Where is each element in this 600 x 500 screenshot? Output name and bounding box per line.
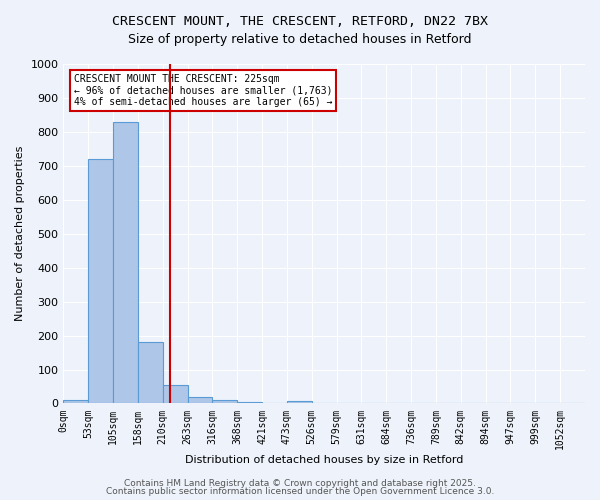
Bar — [163, 385, 188, 404]
Bar — [262, 403, 287, 404]
Bar — [113, 122, 138, 404]
Text: Contains HM Land Registry data © Crown copyright and database right 2025.: Contains HM Land Registry data © Crown c… — [124, 478, 476, 488]
Bar — [188, 396, 212, 404]
Y-axis label: Number of detached properties: Number of detached properties — [15, 146, 25, 322]
Text: CRESCENT MOUNT, THE CRESCENT, RETFORD, DN22 7BX: CRESCENT MOUNT, THE CRESCENT, RETFORD, D… — [112, 15, 488, 28]
Text: Size of property relative to detached houses in Retford: Size of property relative to detached ho… — [128, 32, 472, 46]
Bar — [138, 342, 163, 404]
X-axis label: Distribution of detached houses by size in Retford: Distribution of detached houses by size … — [185, 455, 463, 465]
Text: CRESCENT MOUNT THE CRESCENT: 225sqm
← 96% of detached houses are smaller (1,763): CRESCENT MOUNT THE CRESCENT: 225sqm ← 96… — [74, 74, 332, 108]
Bar — [237, 402, 262, 404]
Bar — [88, 159, 113, 404]
Bar — [287, 400, 312, 404]
Text: Contains public sector information licensed under the Open Government Licence 3.: Contains public sector information licen… — [106, 487, 494, 496]
Bar — [64, 400, 88, 404]
Bar — [212, 400, 237, 404]
